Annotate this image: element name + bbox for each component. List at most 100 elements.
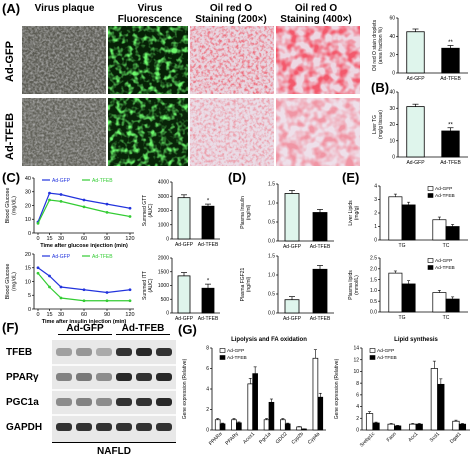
- series-line-ad-tfeb: [37, 199, 131, 224]
- chart-title: Lipolysis and FA oxidation: [231, 337, 307, 343]
- bar-pparγ-ad-tfeb: [236, 422, 242, 431]
- y-tick-label: 15: [25, 266, 31, 272]
- y-tick-label: 0.0: [268, 239, 275, 245]
- y-tick-label: 0.0: [370, 310, 377, 316]
- bar-ad-tfeb: [441, 47, 460, 74]
- y-tick-label: 10: [25, 279, 31, 285]
- data-point: [36, 221, 40, 225]
- y-axis-label: (mg/dL): [12, 272, 18, 291]
- data-point: [59, 193, 63, 196]
- legend-swatch: [219, 348, 226, 353]
- x-tick-label: 30: [58, 236, 64, 242]
- panel-c-label: (C): [2, 170, 21, 185]
- panel-f-label: (F): [2, 320, 19, 335]
- y-axis-label: Blood Glucose: [5, 264, 11, 300]
- bar-tg-ad-tfeb: [401, 204, 416, 241]
- y-tick-label: 0: [28, 231, 31, 237]
- bar-pparα-ad-gfp: [214, 419, 221, 431]
- y-axis-label: (mg/g): [354, 205, 360, 220]
- band-lane-3: [96, 423, 112, 431]
- y-tick-label: 12: [353, 357, 359, 363]
- x-tick-label: 15: [46, 236, 52, 242]
- significance-mark: **: [448, 40, 453, 46]
- bar-pgc1a-ad-gfp: [263, 419, 270, 431]
- data-point: [105, 210, 109, 214]
- y-tick-label: 0: [206, 428, 209, 434]
- bar-ad-gfp: [177, 275, 191, 314]
- bar-tc-ad-gfp: [432, 219, 447, 241]
- x-tick-label: 90: [104, 236, 110, 242]
- y-tick-label: 20: [25, 203, 31, 209]
- x-tick-label: Cyp4a: [307, 431, 322, 446]
- band-lane-2: [76, 373, 92, 381]
- x-tick-label: Ad-TFEB: [198, 242, 219, 248]
- y-tick-label: 1: [374, 224, 377, 230]
- legend-swatch: [427, 258, 434, 263]
- col-title-fluorescence: Virus Fluorescence: [117, 3, 183, 25]
- data-point: [105, 291, 109, 294]
- band-lane-6: [156, 423, 172, 431]
- x-tick-label: 60: [81, 236, 87, 242]
- panel-g-label: (G): [178, 322, 197, 337]
- bar-gdd2-ad-gfp: [280, 419, 286, 431]
- x-tick-label: Ad-GFP: [175, 316, 194, 322]
- wb-footer-line: [52, 442, 176, 443]
- y-tick-label: 3: [374, 197, 377, 203]
- band-lane-4: [116, 423, 132, 431]
- bar-cyp4a-ad-tfeb: [317, 396, 324, 431]
- legend-label: Ad-GFP: [435, 186, 452, 192]
- y-axis-label: (AUC): [148, 278, 154, 292]
- y-tick-label: 3000: [158, 194, 169, 200]
- y-tick-label: 1.0: [268, 273, 275, 279]
- data-point: [105, 299, 109, 303]
- x-tick-label: Fasn: [386, 431, 398, 443]
- data-point: [48, 285, 51, 289]
- x-tick-label: Ad-TFEB: [198, 316, 219, 322]
- data-point: [59, 296, 63, 300]
- y-tick-label: 1000: [158, 222, 169, 228]
- legend-label: Ad-TFEB: [92, 254, 113, 260]
- wb-label-tfeb: TFEB: [6, 347, 33, 358]
- band-lane-4: [116, 398, 132, 406]
- y-axis-label: Plasma Insulin: [240, 196, 246, 229]
- y-tick-label: 40: [389, 90, 395, 96]
- chart-gtt-auc: 0 1000 2000 3000 4000 Summed GTT (AUC) Ad-GFP * A…: [142, 180, 220, 248]
- band-lane-1: [56, 348, 72, 356]
- bar-srebp1c-ad-tfeb: [372, 422, 380, 431]
- band-lane-1: [56, 373, 72, 381]
- y-tick-label: 6: [356, 393, 359, 399]
- bar-tc-ad-tfeb: [445, 298, 460, 313]
- panel-e-label: (E): [342, 170, 360, 185]
- y-tick-label: 0: [392, 155, 395, 161]
- x-tick-label: 30: [58, 312, 64, 318]
- x-tick-label: Srebp1c: [359, 431, 377, 449]
- chart-gtt: 0 10 20 30 40 Blood Glucose (mg/dL) 0 15 30 60 90 12…: [5, 176, 135, 248]
- data-point: [82, 288, 86, 292]
- y-tick-label: 8: [356, 381, 359, 387]
- bar-ad-tfeb: [312, 212, 328, 242]
- x-tick-label: Acc1: [407, 431, 419, 443]
- bar-ad-tfeb: [201, 205, 215, 240]
- y-tick-label: 10: [25, 217, 31, 223]
- y-tick-label: 60: [389, 16, 395, 22]
- legend-label: Ad-TFEB: [92, 178, 113, 184]
- y-tick-label: 1000: [158, 283, 169, 289]
- y-axis-label: (ng/ml): [246, 204, 252, 220]
- data-point: [128, 299, 132, 303]
- y-tick-label: 4: [374, 184, 377, 190]
- wb-label-pgc1a: PGC1a: [6, 397, 39, 408]
- y-axis-label: Blood Glucose: [5, 188, 11, 224]
- y-axis-label: (mmol/L): [354, 275, 360, 295]
- y-axis-label: (area fraction %): [378, 27, 384, 64]
- y-tick-label: 0.0: [268, 311, 275, 317]
- bar-dgat1-ad-gfp: [452, 420, 460, 431]
- bar-tg-ad-gfp: [388, 272, 403, 313]
- band-lane-4: [116, 373, 132, 381]
- data-point: [59, 199, 63, 203]
- y-tick-label: 5: [28, 293, 31, 299]
- x-tick-label: Ad-GFP: [283, 316, 302, 322]
- bar-cyp2b-ad-gfp: [296, 426, 302, 431]
- x-tick-label: 90: [104, 312, 110, 318]
- series-line-ad-gfp: [37, 267, 131, 294]
